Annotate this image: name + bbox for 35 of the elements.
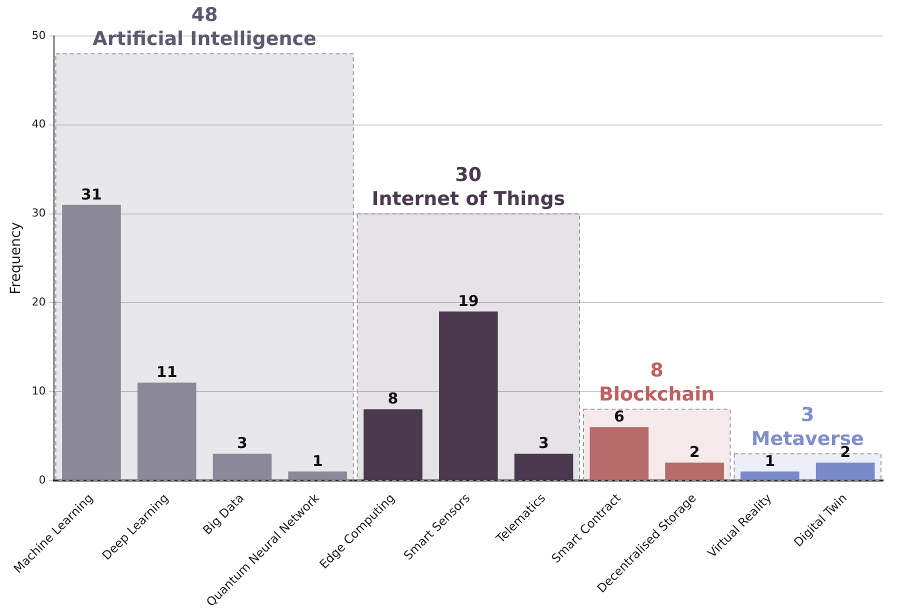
band-label: Internet of Things <box>372 188 566 210</box>
data-label: 8 <box>388 390 398 408</box>
y-tick-label: 30 <box>32 206 46 220</box>
data-label: 19 <box>458 292 479 310</box>
data-label: 31 <box>81 185 102 204</box>
bar <box>816 462 875 480</box>
bar <box>137 382 196 480</box>
annotation: 3 <box>801 404 814 426</box>
data-label: 6 <box>614 407 624 426</box>
bar <box>364 409 422 480</box>
bar <box>590 427 649 480</box>
y-tick-label: 10 <box>32 384 46 398</box>
y-tick-label: 0 <box>38 473 46 486</box>
data-label: 11 <box>156 363 178 382</box>
bar <box>439 312 498 480</box>
y-tick-label: 20 <box>32 296 46 308</box>
annotation: 8 <box>650 360 664 382</box>
bar <box>665 462 724 480</box>
data-label: 2 <box>689 443 700 462</box>
annotation: 48 <box>191 4 218 26</box>
y-axis-title: Frequency <box>8 222 24 294</box>
data-label: 1 <box>312 452 323 470</box>
bar <box>514 454 574 480</box>
bar <box>288 472 348 480</box>
bar <box>740 472 800 480</box>
data-label: 3 <box>237 434 248 452</box>
bar <box>62 204 121 480</box>
data-label: 3 <box>538 434 549 452</box>
band-label: Artificial Intelligence <box>92 28 316 50</box>
y-tick-label: 50 <box>32 28 46 42</box>
data-label: 1 <box>764 452 776 470</box>
bar <box>212 454 272 480</box>
annotation: 30 <box>455 164 482 186</box>
band-label: Blockchain <box>599 384 715 406</box>
y-tick-label: 40 <box>32 118 46 131</box>
